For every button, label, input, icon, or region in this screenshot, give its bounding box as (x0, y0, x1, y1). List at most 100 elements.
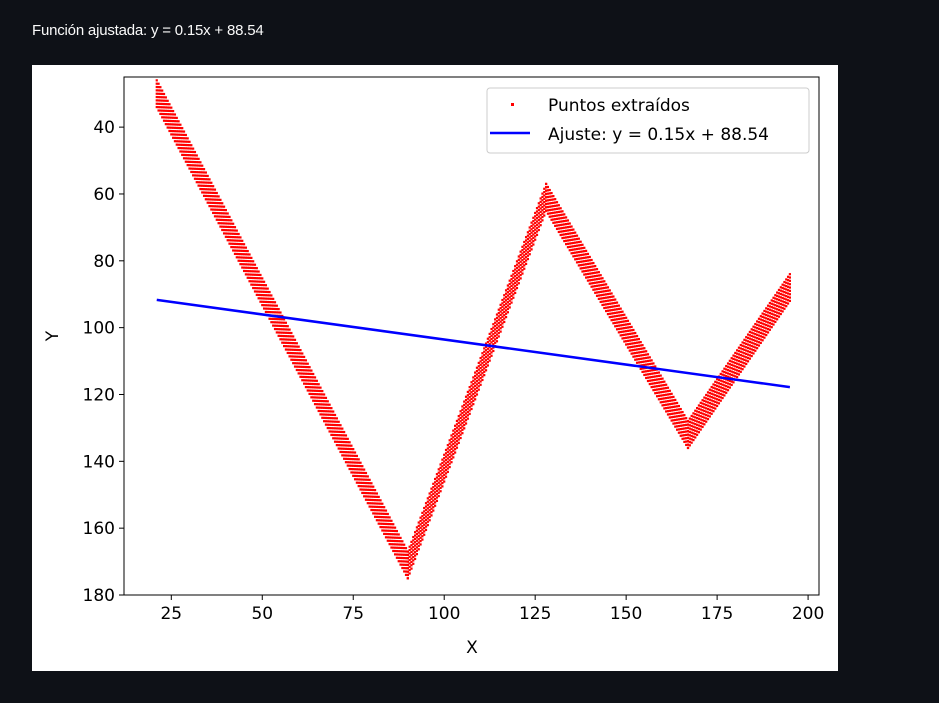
scatter-point (710, 389, 713, 392)
scatter-point (696, 417, 699, 420)
scatter-point (583, 266, 586, 269)
scatter-point (737, 356, 741, 359)
scatter-point (275, 311, 278, 314)
scatter-point (555, 221, 559, 224)
scatter-point (363, 475, 366, 478)
scatter-point (428, 499, 431, 502)
scatter-point (370, 488, 373, 492)
scatter-point (737, 353, 741, 356)
scatter-point (663, 403, 666, 407)
scatter-point (776, 318, 779, 321)
scatter-point (486, 357, 489, 360)
scatter-point (434, 484, 437, 487)
scatter-point (561, 210, 564, 213)
scatter-point (283, 328, 286, 331)
scatter-point (293, 365, 297, 368)
scatter-point (654, 382, 657, 385)
scatter-point (295, 342, 298, 345)
scatter-point (494, 338, 497, 341)
scatter-point (705, 400, 708, 403)
scatter-point (232, 229, 235, 232)
scatter-point (568, 225, 571, 228)
scatter-point (423, 506, 426, 510)
scatter-point (692, 412, 695, 415)
scatter-point (441, 468, 444, 471)
scatter-point (477, 385, 480, 388)
scatter-point (748, 337, 751, 340)
scatter-point (368, 488, 371, 491)
scatter-point (313, 396, 317, 399)
scatter-point (479, 360, 482, 363)
scatter-point (164, 96, 167, 99)
scatter-point (381, 526, 384, 529)
scatter-point (301, 352, 304, 355)
scatter-point (625, 330, 628, 333)
scatter-point (297, 365, 300, 368)
scatter-point (248, 253, 251, 256)
scatter-point (490, 331, 493, 334)
scatter-point (605, 299, 608, 303)
scatter-point (461, 428, 464, 431)
scatter-point (441, 465, 444, 468)
scatter-point (261, 280, 264, 283)
y-tick-label: 60 (93, 185, 115, 205)
scatter-point (184, 153, 187, 157)
scatter-point (519, 273, 522, 277)
scatter-point (488, 339, 491, 342)
scatter-point (353, 468, 357, 471)
scatter-point (643, 350, 646, 353)
scatter-point (166, 109, 169, 112)
scatter-point (563, 213, 566, 216)
scatter-point (257, 277, 260, 280)
scatter-point (168, 116, 171, 119)
scatter-point (665, 403, 668, 406)
scatter-point (186, 157, 189, 160)
scatter-point (694, 429, 697, 432)
scatter-point (353, 458, 357, 461)
scatter-point (208, 201, 211, 204)
scatter-point (466, 417, 469, 420)
scatter-point (419, 539, 422, 543)
scatter-point (535, 217, 539, 220)
scatter-point (535, 210, 539, 213)
scatter-point (279, 334, 282, 338)
scatter-point (339, 434, 342, 437)
legend-box (486, 87, 810, 154)
scatter-point (524, 256, 528, 259)
scatter-point (714, 397, 717, 400)
scatter-point (519, 277, 522, 280)
scatter-point (359, 481, 362, 484)
scatter-point (264, 300, 268, 304)
scatter-point (701, 419, 704, 422)
scatter-point (439, 473, 442, 476)
scatter-point (230, 245, 233, 249)
scatter-point (435, 493, 439, 496)
scatter-point (441, 478, 444, 481)
scatter-point (459, 430, 462, 433)
scatter-point (237, 242, 240, 246)
scatter-point (732, 361, 735, 364)
scatter-point (408, 565, 411, 568)
scatter-point (659, 381, 662, 384)
scatter-point (197, 174, 200, 177)
scatter-point (415, 536, 419, 539)
scatter-point (650, 362, 653, 365)
scatter-point (499, 327, 502, 330)
scatter-point (403, 546, 406, 550)
scatter-point (619, 310, 622, 314)
scatter-point (228, 215, 231, 219)
scatter-point (579, 240, 582, 243)
scatter-point (574, 238, 577, 241)
scatter-point (290, 341, 293, 345)
scatter-point (270, 307, 273, 310)
scatter-point (643, 370, 646, 373)
scatter-point (541, 205, 544, 209)
scatter-point (224, 235, 227, 238)
scatter-point (406, 567, 409, 570)
scatter-point (233, 236, 237, 239)
scatter-point (694, 426, 697, 429)
scatter-point (726, 379, 730, 382)
scatter-point (212, 195, 215, 198)
scatter-point (592, 281, 595, 285)
scatter-point (712, 400, 715, 403)
